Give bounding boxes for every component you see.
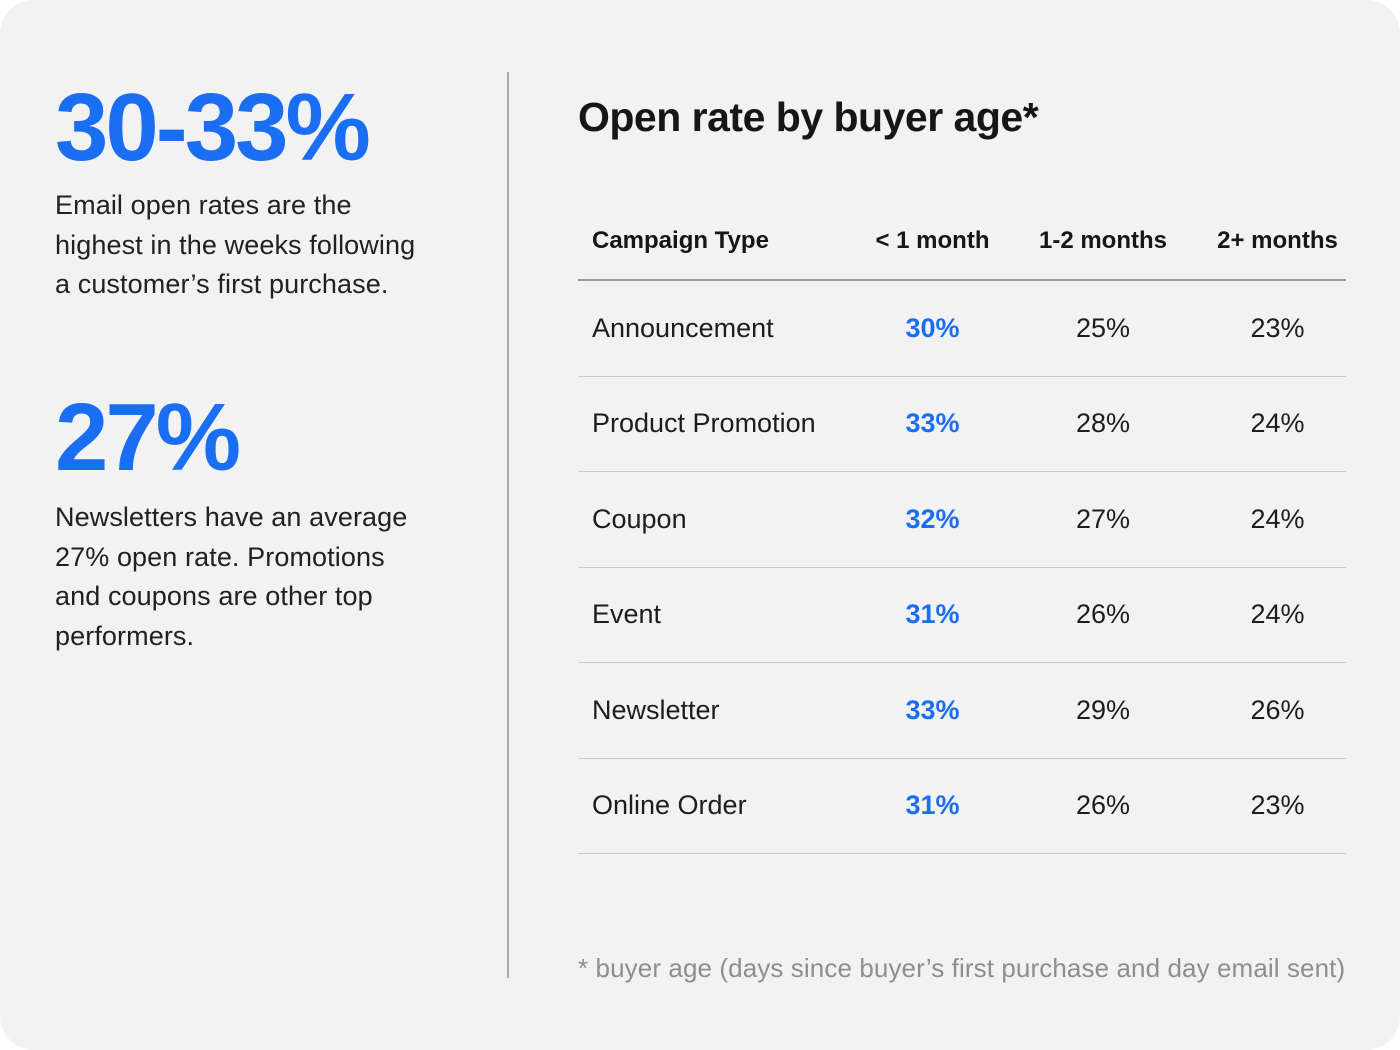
table-row: Online Order 31% 26% 23% [578, 759, 1346, 854]
stat-description-primary: Email open rates are the highest in the … [55, 186, 485, 305]
column-header-2plus-months: 2+ months [1217, 227, 1338, 254]
open-rate-1-2-months: 28% [1075, 408, 1131, 439]
stat-value-primary: 30-33% [55, 74, 371, 181]
stat-value-secondary: 27% [55, 384, 241, 491]
open-rate-lt1-month: 33% [905, 694, 960, 725]
open-rate-lt1-month: 31% [905, 599, 960, 630]
stat-description-line: Newsletters have an average [55, 502, 408, 532]
campaign-name: Event [592, 599, 662, 630]
stat-description-line: performers. [55, 620, 195, 651]
stat-description-line: 27% open rate. Promotions [55, 541, 385, 572]
table-row: Coupon 32% 27% 24% [578, 472, 1346, 568]
table-row: Event 31% 26% 24% [578, 568, 1346, 663]
open-rate-table: Campaign Type < 1 month 1-2 months 2+ mo… [578, 203, 1346, 854]
open-rate-lt1-month: 30% [905, 312, 960, 343]
campaign-name: Newsletter [592, 694, 720, 725]
table-row: Newsletter 33% 29% 26% [578, 663, 1346, 759]
campaign-name: Coupon [592, 503, 687, 534]
open-rate-1-2-months: 27% [1075, 503, 1131, 534]
open-rate-lt1-month: 33% [905, 408, 960, 439]
table-header-row: Campaign Type < 1 month 1-2 months 2+ mo… [578, 203, 1346, 281]
open-rate-2plus-months: 26% [1250, 694, 1305, 725]
stat-description-line: and coupons are other top [55, 581, 373, 611]
table-footnote: * buyer age (days since buyer’s first pu… [578, 953, 1346, 983]
campaign-name: Announcement [592, 312, 774, 343]
table-row: Announcement 30% 25% 23% [578, 281, 1346, 377]
stat-description-line: highest in the weeks following [55, 229, 416, 260]
open-rate-1-2-months: 29% [1075, 694, 1131, 725]
open-rate-2plus-months: 24% [1250, 599, 1305, 630]
open-rate-lt1-month: 32% [905, 503, 960, 534]
open-rate-2plus-months: 24% [1250, 503, 1305, 534]
stat-description-line: Email open rates are the [55, 190, 352, 220]
open-rate-2plus-months: 24% [1250, 408, 1305, 439]
open-rate-lt1-month: 31% [905, 790, 960, 821]
campaign-name: Product Promotion [592, 408, 816, 439]
open-rate-1-2-months: 26% [1075, 790, 1131, 821]
column-header-campaign-type: Campaign Type [592, 227, 769, 254]
stat-description-secondary: Newsletters have an average 27% open rat… [55, 498, 485, 656]
open-rate-2plus-months: 23% [1250, 790, 1305, 821]
column-header-lt1-month: < 1 month [875, 227, 990, 254]
stat-description-line: a customer’s first purchase. [55, 269, 389, 299]
vertical-divider [507, 72, 509, 978]
open-rate-2plus-months: 23% [1250, 312, 1305, 343]
column-header-1-2-months: 1-2 months [1038, 227, 1167, 254]
open-rate-1-2-months: 25% [1075, 312, 1131, 343]
table-row: Product Promotion 33% 28% 24% [578, 377, 1346, 472]
table-title: Open rate by buyer age* [578, 94, 1039, 140]
open-rate-1-2-months: 26% [1075, 599, 1131, 630]
campaign-name: Online Order [592, 790, 747, 821]
